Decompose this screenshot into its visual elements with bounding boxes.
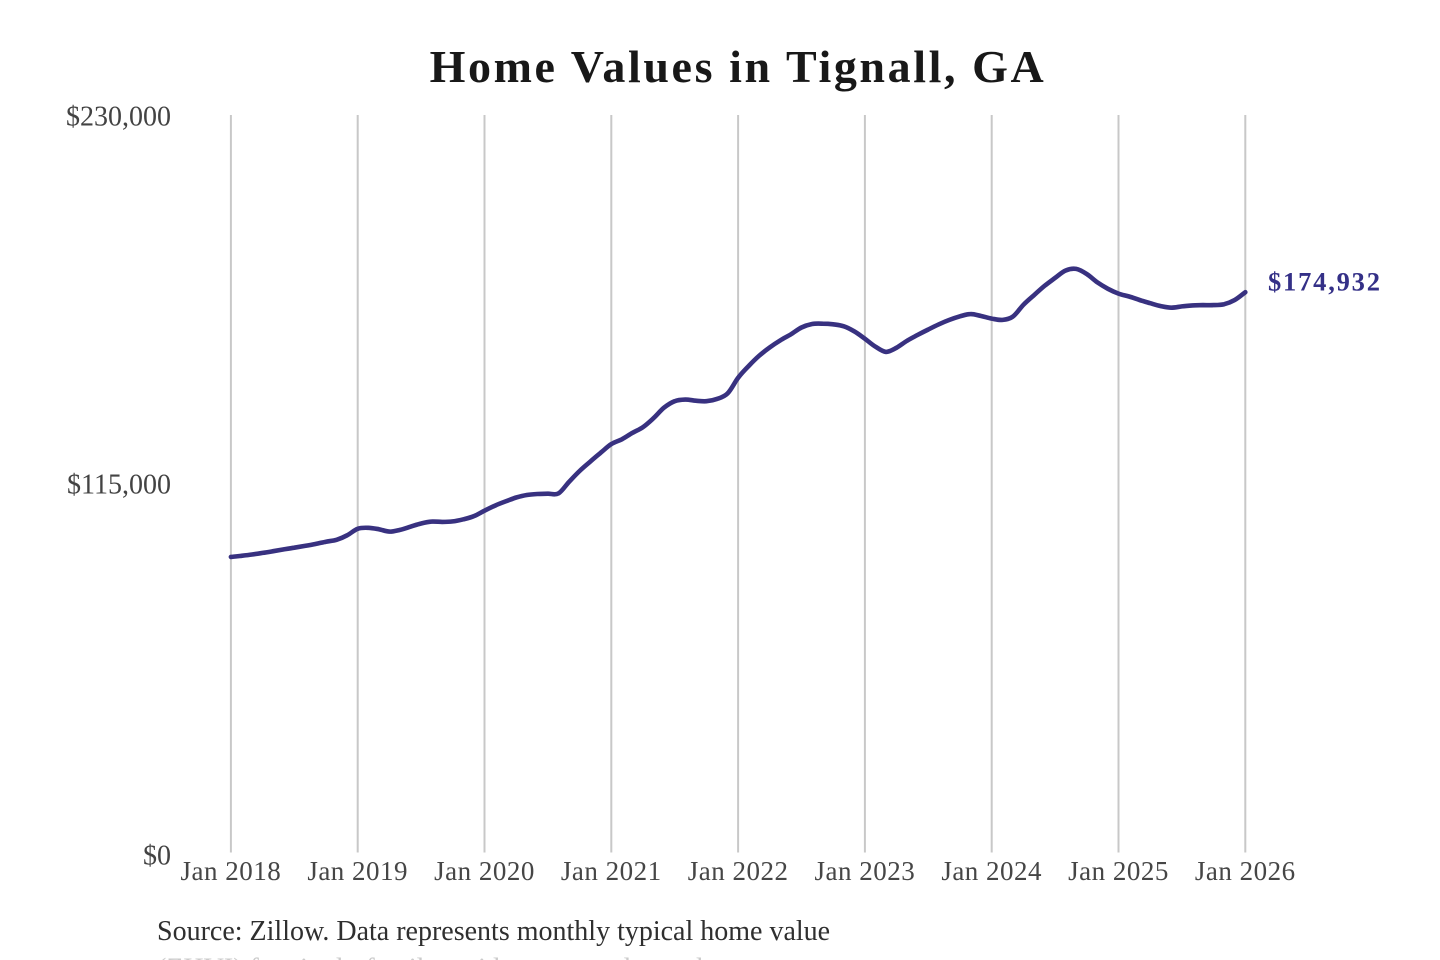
svg-text:Source: Zillow. Data represent: Source: Zillow. Data represents monthly … (157, 916, 830, 947)
svg-text:Jan 2024: Jan 2024 (941, 856, 1042, 886)
svg-text:Jan 2019: Jan 2019 (307, 856, 408, 886)
svg-text:Home Values in Tignall, GA: Home Values in Tignall, GA (430, 41, 1047, 92)
svg-text:$230,000: $230,000 (66, 101, 171, 132)
svg-text:Jan 2020: Jan 2020 (434, 856, 535, 886)
svg-text:Jan 2023: Jan 2023 (815, 856, 916, 886)
svg-text:Jan 2021: Jan 2021 (561, 856, 662, 886)
svg-text:Jan 2025: Jan 2025 (1068, 856, 1169, 886)
svg-text:$174,932: $174,932 (1268, 267, 1382, 297)
svg-text:(ZHVI) for single-family resid: (ZHVI) for single-family residences, con… (157, 954, 784, 960)
svg-text:Jan 2026: Jan 2026 (1195, 856, 1296, 886)
svg-text:Jan 2018: Jan 2018 (181, 856, 282, 886)
svg-text:$0: $0 (143, 841, 171, 872)
svg-text:$115,000: $115,000 (67, 469, 171, 500)
svg-text:Jan 2022: Jan 2022 (688, 856, 789, 886)
